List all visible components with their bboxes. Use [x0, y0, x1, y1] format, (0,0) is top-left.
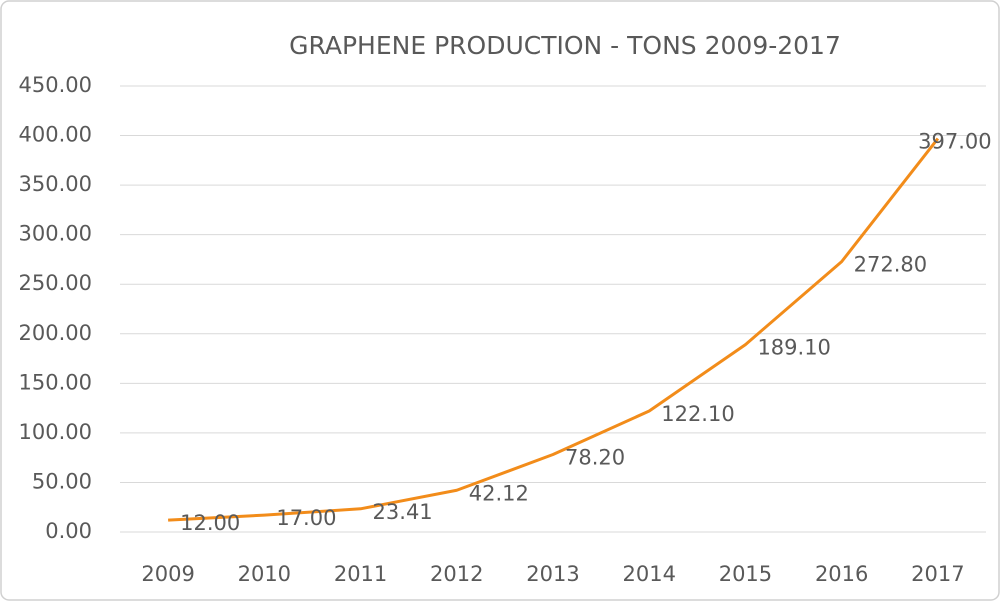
y-tick-label: 350.00: [19, 172, 92, 196]
data-label: 78.20: [565, 445, 625, 469]
x-tick-label: 2011: [334, 562, 387, 586]
data-label: 122.10: [661, 402, 734, 426]
x-tick-label: 2014: [622, 562, 675, 586]
x-tick-label: 2013: [526, 562, 579, 586]
data-label: 397.00: [918, 130, 991, 154]
y-tick-label: 300.00: [19, 222, 92, 246]
y-tick-label: 450.00: [19, 73, 92, 97]
data-label: 189.10: [757, 336, 830, 360]
x-tick-label: 2009: [141, 562, 194, 586]
x-tick-label: 2012: [430, 562, 483, 586]
data-line: [168, 137, 940, 522]
y-tick-label: 200.00: [19, 321, 92, 345]
y-tick-label: 50.00: [32, 469, 92, 493]
chart-title: GRAPHENE PRODUCTION - TONS 2009-2017: [289, 31, 841, 60]
y-tick-label: 150.00: [19, 370, 92, 394]
x-tick-label: 2016: [815, 562, 868, 586]
data-label: 17.00: [276, 506, 336, 530]
y-tick-label: 0.00: [45, 519, 92, 543]
data-label: 42.12: [469, 481, 529, 505]
x-tick-label: 2010: [238, 562, 291, 586]
data-label: 23.41: [373, 500, 433, 524]
x-tick-label: 2017: [911, 562, 964, 586]
y-tick-label: 400.00: [19, 123, 92, 147]
data-label: 272.80: [854, 253, 927, 277]
data-label: 12.00: [180, 511, 240, 535]
x-tick-label: 2015: [719, 562, 772, 586]
y-tick-label: 100.00: [19, 420, 92, 444]
y-tick-label: 250.00: [19, 271, 92, 295]
